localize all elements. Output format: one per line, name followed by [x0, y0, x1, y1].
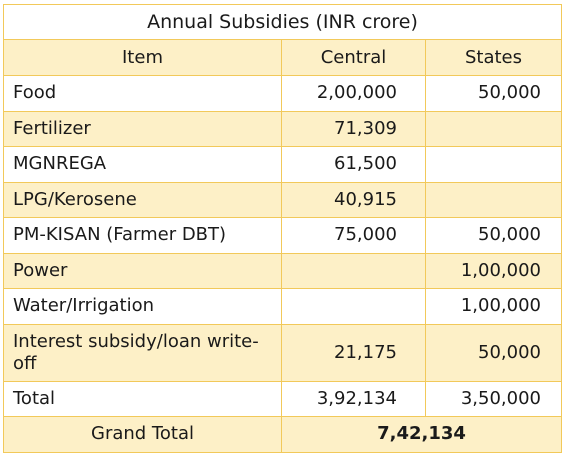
- cell-item: Water/Irrigation: [3, 288, 282, 325]
- grand-total-value: 7,42,134: [281, 416, 562, 453]
- table-row: Water/Irrigation 1,00,000: [3, 288, 562, 325]
- cell-item: Fertilizer: [3, 110, 282, 147]
- table-row: Food 2,00,000 50,000: [3, 75, 562, 112]
- cell-item: PM-KISAN (Farmer DBT): [3, 217, 282, 254]
- cell-central: [281, 288, 426, 325]
- cell-states: 1,00,000: [425, 288, 562, 325]
- cell-states: 1,00,000: [425, 252, 562, 289]
- header-item: Item: [3, 39, 282, 76]
- table-row: LPG/Kerosene 40,915: [3, 181, 562, 218]
- table-row: MGNREGA 61,500: [3, 146, 562, 183]
- cell-central: 2,00,000: [281, 75, 426, 112]
- header-states: States: [425, 39, 562, 76]
- header-central: Central: [281, 39, 426, 76]
- cell-central: 21,175: [281, 323, 426, 382]
- cell-states: 50,000: [425, 217, 562, 254]
- cell-states: 50,000: [425, 323, 562, 382]
- table-row-total: Total 3,92,134 3,50,000: [3, 380, 562, 417]
- cell-item: Power: [3, 252, 282, 289]
- grand-total-label: Grand Total: [3, 416, 282, 453]
- table-row: Fertilizer 71,309: [3, 110, 562, 147]
- subsidies-table-container: Annual Subsidies (INR crore) Item Centra…: [3, 4, 562, 453]
- table-row: Interest subsidy/loan write-off 21,175 5…: [3, 323, 562, 382]
- cell-item: MGNREGA: [3, 146, 282, 183]
- cell-states: [425, 110, 562, 147]
- cell-states: 50,000: [425, 75, 562, 112]
- cell-central: 75,000: [281, 217, 426, 254]
- cell-central: [281, 252, 426, 289]
- cell-states: [425, 181, 562, 218]
- cell-item: Interest subsidy/loan write-off: [3, 323, 282, 382]
- cell-central: 71,309: [281, 110, 426, 147]
- table-row: Power 1,00,000: [3, 252, 562, 289]
- table-header-row: Item Central States: [3, 39, 562, 76]
- cell-item: Food: [3, 75, 282, 112]
- cell-central: 61,500: [281, 146, 426, 183]
- grand-total-row: Grand Total 7,42,134: [3, 416, 562, 453]
- table-row: PM-KISAN (Farmer DBT) 75,000 50,000: [3, 217, 562, 254]
- subsidies-table: Annual Subsidies (INR crore) Item Centra…: [3, 4, 562, 453]
- cell-item: Total: [3, 380, 282, 417]
- table-title-row: Annual Subsidies (INR crore): [3, 4, 562, 40]
- cell-states: 3,50,000: [425, 380, 562, 417]
- table-title: Annual Subsidies (INR crore): [3, 4, 562, 40]
- cell-states: [425, 146, 562, 183]
- cell-central: 40,915: [281, 181, 426, 218]
- cell-item: LPG/Kerosene: [3, 181, 282, 218]
- cell-central: 3,92,134: [281, 380, 426, 417]
